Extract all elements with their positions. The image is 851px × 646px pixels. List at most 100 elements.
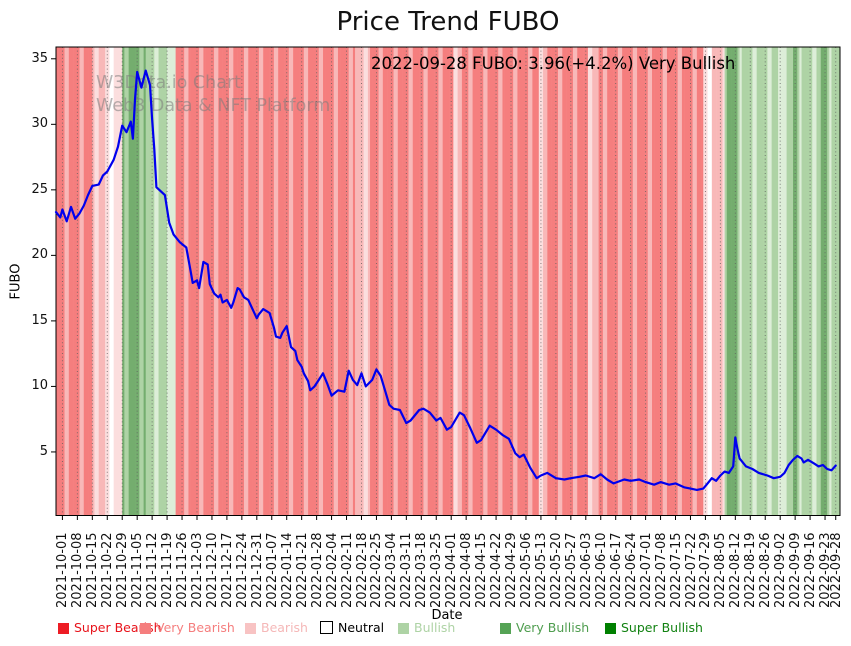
sentiment-band xyxy=(575,47,578,516)
sentiment-band xyxy=(632,47,636,516)
sentiment-band xyxy=(596,47,599,516)
sentiment-legend: Super Bearish Very Bearish Bearish Neutral B… xyxy=(0,620,851,642)
legend-item-super-bearish: Super Bearish xyxy=(58,620,162,638)
sentiment-band xyxy=(290,47,294,516)
y-tick-label: 25 xyxy=(31,181,48,197)
sentiment-band xyxy=(551,47,555,516)
sentiment-band xyxy=(784,47,787,516)
sentiment-band xyxy=(525,47,529,516)
legend-swatch xyxy=(398,623,409,634)
sentiment-band xyxy=(496,47,499,516)
sentiment-band xyxy=(419,47,422,516)
sentiment-band xyxy=(145,47,149,516)
sentiment-band xyxy=(299,47,302,516)
sentiment-band xyxy=(590,47,593,516)
sentiment-band xyxy=(615,47,619,516)
sentiment-band xyxy=(434,47,437,516)
sentiment-band xyxy=(374,47,377,516)
sentiment-band xyxy=(113,47,117,516)
sentiment-band xyxy=(372,47,375,516)
sentiment-band xyxy=(652,47,655,516)
sentiment-band xyxy=(592,47,595,516)
sentiment-band xyxy=(459,47,463,516)
sentiment-band xyxy=(111,47,114,516)
sentiment-band xyxy=(284,47,288,516)
sentiment-band xyxy=(406,47,409,516)
sentiment-band xyxy=(175,47,179,516)
sentiment-band xyxy=(600,47,604,516)
sentiment-band xyxy=(248,47,251,516)
legend-swatch xyxy=(605,623,616,634)
sentiment-band xyxy=(609,47,612,516)
sentiment-band xyxy=(331,47,335,516)
legend-swatch xyxy=(500,623,511,634)
sentiment-band xyxy=(587,47,591,516)
sentiment-band xyxy=(457,47,461,516)
sentiment-band xyxy=(271,47,275,516)
sentiment-band xyxy=(786,47,790,516)
sentiment-band xyxy=(464,47,467,516)
sentiment-band xyxy=(414,47,418,516)
sentiment-band xyxy=(243,47,247,516)
sentiment-band xyxy=(692,47,696,516)
sentiment-band xyxy=(660,47,663,516)
sentiment-band xyxy=(675,47,678,516)
sentiment-band xyxy=(639,47,642,516)
legend-item-very-bearish: Very Bearish xyxy=(140,620,235,638)
legend-label: Very Bullish xyxy=(516,620,590,635)
sentiment-band xyxy=(711,47,715,516)
sentiment-band xyxy=(393,47,396,516)
sentiment-band xyxy=(827,47,830,516)
sentiment-band xyxy=(182,47,185,516)
sentiment-band xyxy=(391,47,394,516)
sentiment-band xyxy=(816,47,819,516)
sentiment-band xyxy=(506,47,510,516)
sentiment-band xyxy=(216,47,219,516)
sentiment-band xyxy=(126,47,129,516)
sentiment-band xyxy=(630,47,634,516)
sentiment-band xyxy=(449,47,452,516)
sentiment-band xyxy=(203,47,206,516)
sentiment-band xyxy=(301,47,305,516)
sentiment-band xyxy=(645,47,649,516)
sentiment-band xyxy=(760,47,764,516)
sentiment-band xyxy=(611,47,614,516)
sentiment-band xyxy=(807,47,811,516)
sentiment-band xyxy=(273,47,277,516)
sentiment-band xyxy=(218,47,221,516)
sentiment-band xyxy=(483,47,486,516)
sentiment-band xyxy=(117,47,121,516)
sentiment-band xyxy=(261,47,264,516)
sentiment-band xyxy=(241,47,245,516)
sentiment-band xyxy=(427,47,431,516)
sentiment-band xyxy=(220,47,223,516)
sentiment-band xyxy=(88,47,91,516)
sentiment-band xyxy=(85,47,89,516)
axes-layer xyxy=(51,46,841,520)
sentiment-band xyxy=(577,47,580,516)
sentiment-band xyxy=(280,47,283,516)
sentiment-band xyxy=(634,47,638,516)
sentiment-band xyxy=(581,47,584,516)
sentiment-band xyxy=(771,47,775,516)
sentiment-band xyxy=(555,47,559,516)
sentiment-band xyxy=(404,47,407,516)
sentiment-band xyxy=(109,47,112,516)
sentiment-band xyxy=(594,47,597,516)
sentiment-band xyxy=(797,47,800,516)
sentiment-band xyxy=(184,47,187,516)
sentiment-band xyxy=(543,47,546,516)
sentiment-band xyxy=(562,47,565,516)
sentiment-band xyxy=(498,47,501,516)
sentiment-band xyxy=(558,47,561,516)
y-tick-label: 30 xyxy=(31,116,48,132)
sentiment-band xyxy=(137,47,140,516)
sentiment-band xyxy=(389,47,392,516)
sentiment-band xyxy=(515,47,518,516)
sentiment-band xyxy=(720,47,723,516)
sentiment-band xyxy=(335,47,339,516)
x-axis-label: Date xyxy=(431,608,463,623)
sentiment-band xyxy=(340,47,343,516)
legend-label: Bullish xyxy=(414,620,456,635)
sentiment-band xyxy=(314,47,317,516)
